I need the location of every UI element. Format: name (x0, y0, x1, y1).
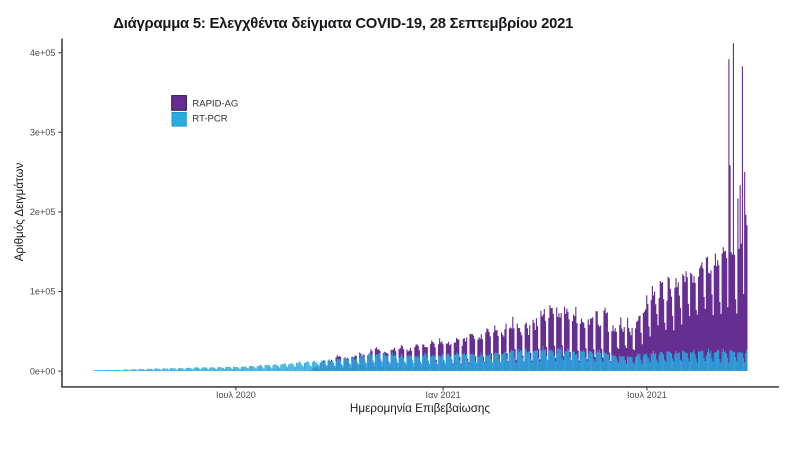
svg-text:Ιουλ 2020: Ιουλ 2020 (216, 390, 256, 400)
svg-text:2e+05: 2e+05 (30, 207, 56, 217)
svg-text:Αριθμός Δειγμάτων: Αριθμός Δειγμάτων (13, 163, 26, 262)
svg-text:Ημερομηνία Επιβεβαίωσης: Ημερομηνία Επιβεβαίωσης (350, 402, 491, 415)
svg-text:0e+00: 0e+00 (30, 366, 56, 376)
svg-text:Ιαν 2021: Ιαν 2021 (426, 390, 461, 400)
svg-text:RAPID-AG: RAPID-AG (192, 98, 238, 109)
svg-text:Ιουλ 2021: Ιουλ 2021 (627, 390, 667, 400)
svg-text:RT-PCR: RT-PCR (192, 113, 227, 124)
svg-text:4e+05: 4e+05 (30, 48, 56, 58)
svg-text:Διάγραμμα 5: Ελεγχθέντα δείγμα: Διάγραμμα 5: Ελεγχθέντα δείγματα COVID-1… (113, 16, 573, 32)
svg-text:3e+05: 3e+05 (30, 128, 56, 138)
svg-text:1e+05: 1e+05 (30, 287, 56, 297)
